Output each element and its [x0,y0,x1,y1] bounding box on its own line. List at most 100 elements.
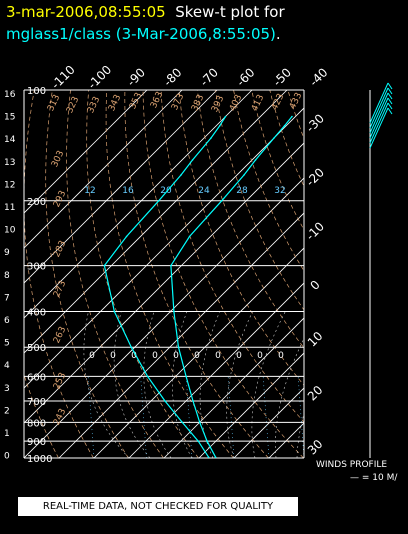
height-label-km: 14 [4,135,16,145]
series-point [220,200,223,202]
moist-adiabat-mark: 0 [194,351,200,361]
wind-barb-flag [387,82,393,90]
mixing-ratio-label: 16 [122,186,134,196]
height-label-km: 12 [4,180,15,190]
series-point [185,375,187,378]
right-temperature-label: -20 [303,165,327,189]
pressure-label-200: 200 [27,197,46,208]
pressure-label-100: 100 [27,86,46,97]
chart-title-line1: 3-mar-2006,08:55:05 Skew-t plot for [6,3,285,21]
height-label-km: 10 [4,226,16,236]
moist-adiabat-line [226,311,253,458]
right-temperature-label: 20 [305,383,326,404]
height-label-km: 7 [4,293,10,303]
pressure-label-1000: 1000 [27,454,52,465]
dry-adiabat-line [233,90,304,272]
moist-adiabat-line [251,311,286,458]
series-point [191,159,194,161]
top-temperature-label: -40 [307,65,331,89]
isotherm-line [24,90,148,214]
isotherm-line [24,107,304,389]
winds-scale-label: — = 10 M/ [350,473,398,483]
series-point [214,456,217,459]
series-point [125,235,128,238]
series-point [273,137,275,139]
mixing-ratio-line [140,376,147,458]
series-point [254,159,257,161]
series-point [146,375,149,378]
moist-adiabat-mark: 0 [278,351,284,361]
pressure-label-400: 400 [27,308,46,319]
dry-adiabat-label: 353 [128,91,144,111]
mixing-ratio-line [297,376,304,458]
dry-adiabat-line [24,90,94,458]
dry-adiabat-line [215,90,304,311]
moist-adiabat-line [296,412,304,458]
moist-adiabat-mark: 0 [257,351,263,361]
dry-adiabat-line [287,90,304,140]
series-point [130,346,133,349]
pressure-label-800: 800 [27,418,46,429]
series-point [170,264,172,267]
dry-adiabat-line [160,90,304,423]
top-temperature-label: -70 [197,65,221,89]
height-label-km: 5 [4,339,10,349]
right-temperature-label: -10 [303,219,327,243]
height-label-km: 6 [4,316,10,326]
title-station: mglass1/class (3-Mar-2006,8:55:05) [6,25,276,43]
series-line-2 [103,116,227,458]
isotherm-line [24,90,218,284]
height-label-km: 15 [4,113,15,123]
wind-barb-flag [387,107,393,115]
right-temperature-label: 0 [308,278,323,293]
moist-adiabat-mark: 0 [131,351,137,361]
mixing-ratio-line [185,376,193,458]
series-point [177,346,180,349]
series-point [197,440,200,443]
dry-adiabat-line [105,90,234,458]
isotherm-line [24,142,304,424]
dry-adiabat-label: 373 [170,92,186,112]
top-temperature-label: -90 [124,65,148,89]
dry-adiabat-line [142,90,304,458]
top-temperature-label: -100 [85,63,114,92]
dry-adiabat-line [197,90,304,349]
series-point [181,421,183,424]
series-point [192,400,194,402]
wind-barb [369,102,389,144]
isotherm-line [24,90,288,354]
pressure-label-300: 300 [27,262,46,273]
dry-adiabat-line [45,90,129,458]
dry-adiabat-label: 423 [270,92,286,112]
moist-adiabat-line [83,311,130,458]
dry-adiabat-line [269,90,304,187]
top-temperature-label: -80 [161,65,185,89]
mixing-ratio-line [262,376,270,458]
dry-adiabat-line [66,90,164,458]
dry-adiabat-line [124,90,269,458]
wind-barb [369,97,389,139]
series-point [219,124,221,127]
dry-adiabat-label: 343 [107,93,123,113]
moist-adiabat-mark: 0 [236,351,242,361]
dry-adiabat-label: 263 [52,325,68,345]
dry-adiabat-label: 333 [86,95,102,115]
pressure-label-600: 600 [27,372,46,383]
series-point [113,310,116,313]
wind-barb-flag [387,97,393,105]
mixing-ratio-label: 12 [84,186,95,196]
pressure-label-500: 500 [27,343,46,354]
isotherm-line [24,177,304,458]
series-point [180,174,182,176]
height-label-km: 9 [4,248,10,258]
dry-adiabat-line [306,90,408,458]
chart-grid [23,89,408,459]
winds-profile-label: WINDS PROFILE [316,460,388,470]
isotherm-line [24,90,253,319]
mixing-ratio-label: 20 [160,186,172,196]
height-label-km: 0 [4,452,10,462]
top-temperature-label: -60 [234,65,258,89]
series-point [210,137,212,139]
isotherm-line [303,457,304,458]
series-point [198,421,201,424]
